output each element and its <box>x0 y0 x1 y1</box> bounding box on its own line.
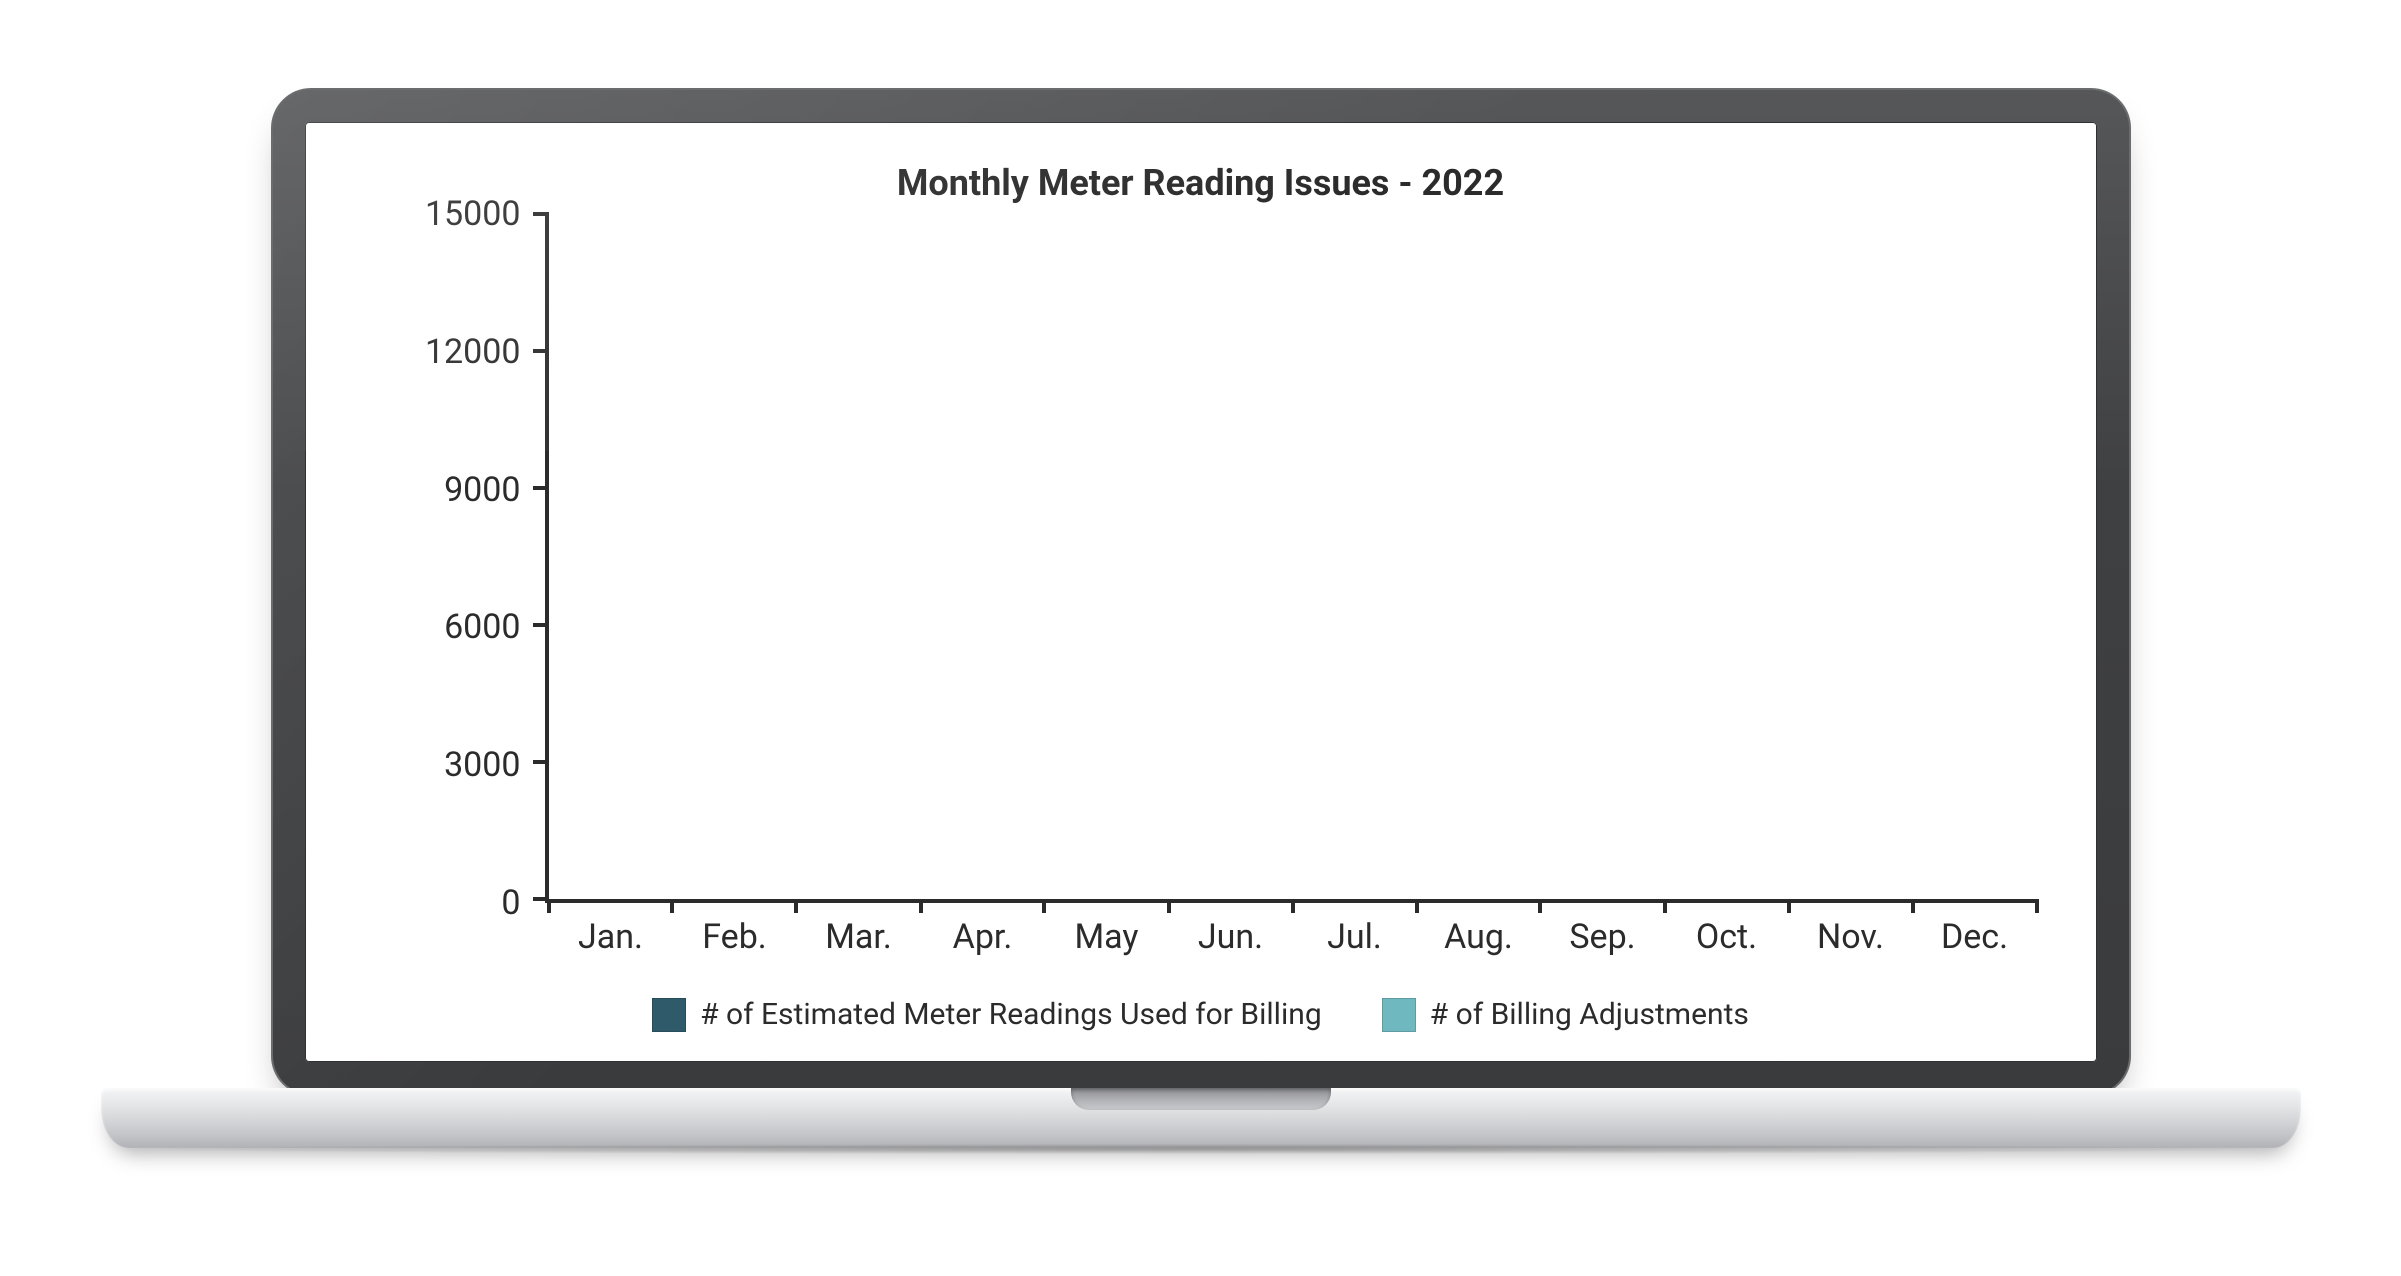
y-axis-label: 0 <box>501 883 520 923</box>
x-axis-label: Apr. <box>953 917 1013 957</box>
x-axis-label: Sep. <box>1569 917 1635 957</box>
x-axis-label: Mar. <box>825 917 892 957</box>
x-axis-label: Oct. <box>1696 917 1757 957</box>
x-axis-label: Jun. <box>1198 917 1263 957</box>
legend-item-estimated: # of Estimated Meter Readings Used for B… <box>652 997 1322 1032</box>
chart-body: 03000600090001200015000 <box>365 214 2037 903</box>
chart-title: Monthly Meter Reading Issues - 2022 <box>365 162 2037 204</box>
y-axis-label: 12000 <box>425 332 521 372</box>
laptop-notch <box>1071 1088 1331 1110</box>
y-axis-tick <box>533 486 549 490</box>
y-axis-tick <box>533 623 549 627</box>
x-axis-label: Dec. <box>1941 917 2008 957</box>
laptop-screen: Monthly Meter Reading Issues - 2022 0 300… <box>305 122 2097 1062</box>
legend-label: # of Billing Adjustments <box>1430 997 1749 1032</box>
laptop-mockup: Monthly Meter Reading Issues - 2022 0 300… <box>101 48 2301 1228</box>
y-axis-tick <box>533 349 549 353</box>
legend-swatch <box>652 998 686 1032</box>
y-axis-tick <box>533 760 549 764</box>
laptop-base <box>101 1088 2301 1148</box>
legend-item-adjustments: # of Billing Adjustments <box>1382 997 1749 1032</box>
y-axis-tick <box>533 212 549 216</box>
y-axis: 03000600090001200015000 <box>365 214 545 903</box>
y-axis-label: 9000 <box>444 470 520 510</box>
legend-label: # of Estimated Meter Readings Used for B… <box>700 997 1322 1032</box>
plot-area <box>545 214 2037 903</box>
x-axis-label: Feb. <box>702 917 767 957</box>
x-axis-label: Jan. <box>578 917 643 957</box>
x-axis-labels: Jan. Feb. Mar. Apr. May Jun. Jul. Aug. Sep. Oct. N… <box>549 903 2037 963</box>
y-axis-label: 15000 <box>425 194 521 234</box>
y-axis-tick <box>533 897 549 901</box>
bars-layer <box>549 214 2037 899</box>
legend-swatch <box>1382 998 1416 1032</box>
x-axis-label: Aug. <box>1444 917 1513 957</box>
x-axis-label: Nov. <box>1817 917 1884 957</box>
x-axis-label: May <box>1074 917 1138 957</box>
y-axis-label: 3000 <box>444 745 520 785</box>
x-axis-label: Jul. <box>1327 917 1382 957</box>
y-axis-label: 6000 <box>444 607 520 647</box>
laptop-lid: Monthly Meter Reading Issues - 2022 0 300… <box>271 88 2131 1096</box>
chart-container: Monthly Meter Reading Issues - 2022 0 300… <box>305 122 2097 1062</box>
chart-legend: # of Estimated Meter Readings Used for B… <box>365 997 2037 1032</box>
